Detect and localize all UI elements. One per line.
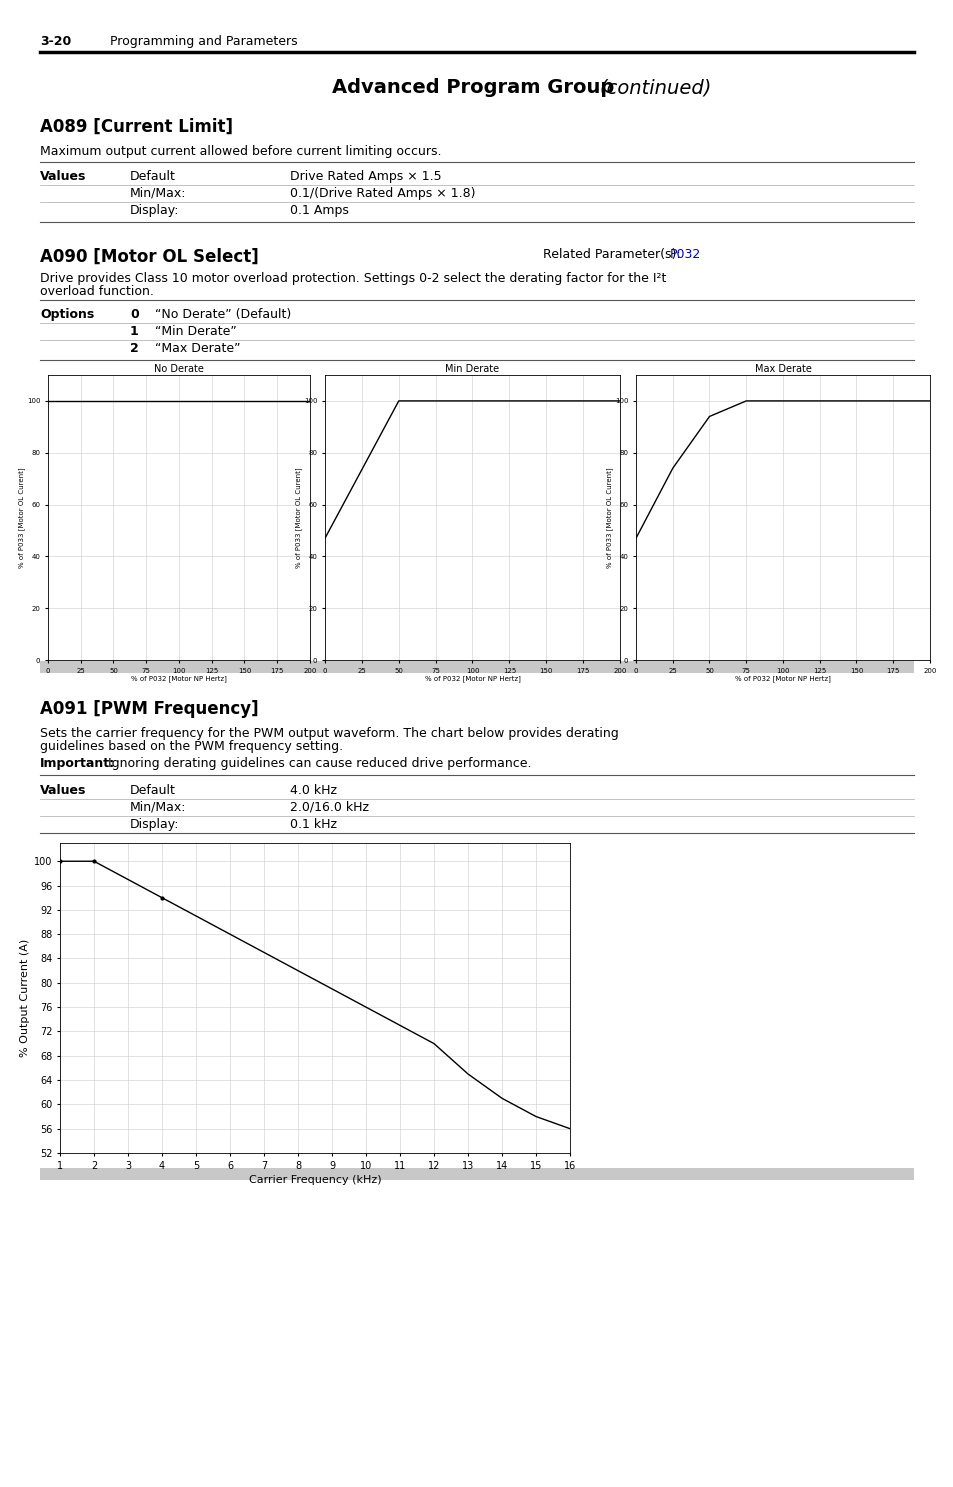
- Text: A090 [Motor OL Select]: A090 [Motor OL Select]: [40, 248, 258, 266]
- Text: Advanced Program Group: Advanced Program Group: [333, 77, 620, 97]
- Text: Sets the carrier frequency for the PWM output waveform. The chart below provides: Sets the carrier frequency for the PWM o…: [40, 727, 618, 741]
- Text: “Min Derate”: “Min Derate”: [154, 326, 236, 338]
- Bar: [40, 662, 913, 674]
- Text: “No Derate” (Default): “No Derate” (Default): [154, 308, 291, 321]
- X-axis label: % of P032 [Motor NP Hertz]: % of P032 [Motor NP Hertz]: [735, 675, 830, 681]
- Text: Options: Options: [40, 308, 94, 321]
- Text: 1: 1: [130, 326, 138, 338]
- Text: Important:: Important:: [40, 757, 115, 770]
- Text: guidelines based on the PWM frequency setting.: guidelines based on the PWM frequency se…: [40, 741, 343, 752]
- Text: Values: Values: [40, 170, 87, 183]
- Y-axis label: % of P033 [Motor OL Curent]: % of P033 [Motor OL Curent]: [606, 467, 613, 568]
- Text: Ignoring derating guidelines can cause reduced drive performance.: Ignoring derating guidelines can cause r…: [104, 757, 531, 770]
- Text: 0.1 Amps: 0.1 Amps: [290, 204, 349, 217]
- Title: Max Derate: Max Derate: [754, 364, 811, 375]
- Y-axis label: % of P033 [Motor OL Curent]: % of P033 [Motor OL Curent]: [19, 467, 26, 568]
- Text: Default: Default: [130, 170, 175, 183]
- Text: Default: Default: [130, 784, 175, 797]
- Text: 2.0/16.0 kHz: 2.0/16.0 kHz: [290, 801, 369, 813]
- Text: Related Parameter(s):: Related Parameter(s):: [542, 248, 684, 262]
- Text: Display:: Display:: [130, 818, 179, 831]
- Text: Maximum output current allowed before current limiting occurs.: Maximum output current allowed before cu…: [40, 146, 441, 158]
- X-axis label: % of P032 [Motor NP Hertz]: % of P032 [Motor NP Hertz]: [424, 675, 520, 681]
- Text: Min/Max:: Min/Max:: [130, 187, 186, 199]
- Title: Min Derate: Min Derate: [445, 364, 499, 375]
- Text: 4.0 kHz: 4.0 kHz: [290, 784, 336, 797]
- Title: No Derate: No Derate: [153, 364, 204, 375]
- Text: Drive Rated Amps × 1.5: Drive Rated Amps × 1.5: [290, 170, 441, 183]
- Text: 2: 2: [130, 342, 138, 355]
- Text: (continued): (continued): [599, 77, 712, 97]
- Y-axis label: % Output Current (A): % Output Current (A): [20, 938, 30, 1057]
- X-axis label: Carrier Frequency (kHz): Carrier Frequency (kHz): [249, 1175, 381, 1185]
- Bar: [40, 1167, 913, 1181]
- Text: A089 [Current Limit]: A089 [Current Limit]: [40, 117, 233, 135]
- Text: 0: 0: [130, 308, 138, 321]
- Text: P032: P032: [669, 248, 700, 262]
- Text: Programming and Parameters: Programming and Parameters: [110, 36, 297, 48]
- Text: 3-20: 3-20: [40, 36, 71, 48]
- Text: “Max Derate”: “Max Derate”: [154, 342, 240, 355]
- Text: Drive provides Class 10 motor overload protection. Settings 0-2 select the derat: Drive provides Class 10 motor overload p…: [40, 272, 666, 286]
- Text: Min/Max:: Min/Max:: [130, 801, 186, 813]
- Text: Values: Values: [40, 784, 87, 797]
- X-axis label: % of P032 [Motor NP Hertz]: % of P032 [Motor NP Hertz]: [131, 675, 227, 681]
- Text: Display:: Display:: [130, 204, 179, 217]
- Text: overload function.: overload function.: [40, 286, 153, 297]
- Text: 0.1 kHz: 0.1 kHz: [290, 818, 336, 831]
- Text: A091 [PWM Frequency]: A091 [PWM Frequency]: [40, 700, 258, 718]
- Text: 0.1/(Drive Rated Amps × 1.8): 0.1/(Drive Rated Amps × 1.8): [290, 187, 475, 199]
- Y-axis label: % of P033 [Motor OL Curent]: % of P033 [Motor OL Curent]: [295, 467, 302, 568]
